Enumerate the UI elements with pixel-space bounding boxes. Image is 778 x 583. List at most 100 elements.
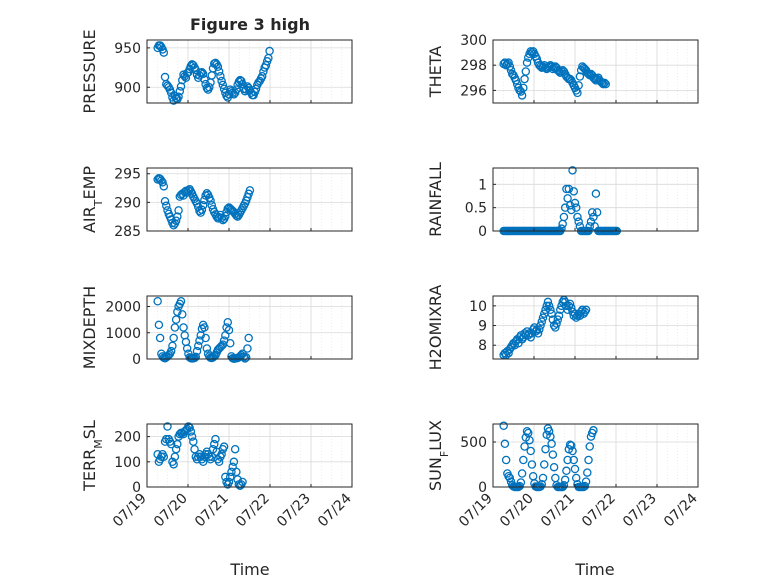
data-point (178, 310, 187, 319)
data-point (522, 426, 532, 436)
data-point (596, 77, 606, 86)
data-point (549, 462, 559, 472)
data-point (580, 481, 590, 491)
data-point (230, 444, 240, 454)
data-point (563, 455, 572, 465)
data-point (238, 477, 247, 487)
data-point (571, 473, 581, 483)
data-point (581, 477, 591, 486)
data-point (176, 296, 186, 306)
data-point (218, 80, 228, 90)
data-point (219, 442, 229, 451)
y-tick-label: 0 (478, 224, 487, 240)
data-point (583, 468, 592, 477)
y-tick-label: 950 (114, 41, 141, 57)
data-point (565, 299, 575, 309)
data-point (219, 84, 229, 94)
subplot-6: 8 9 10 H2OMIXRA (426, 285, 699, 370)
data-point (584, 455, 593, 465)
data-point (553, 65, 563, 75)
data-point (569, 187, 579, 196)
data-point (505, 62, 515, 71)
data-point (581, 305, 591, 315)
data-point (585, 222, 595, 231)
data-point (554, 311, 564, 320)
data-point (206, 196, 215, 205)
data-point (205, 83, 214, 92)
data-point (519, 83, 528, 93)
data-point (574, 81, 583, 90)
data-point (198, 69, 208, 79)
data-point (538, 473, 548, 483)
data-point (197, 205, 207, 215)
data-point (170, 323, 180, 332)
data-point (570, 464, 580, 474)
data-point (547, 309, 556, 318)
data-point (537, 480, 547, 489)
data-point (544, 426, 554, 436)
data-point (557, 224, 566, 233)
data-point (559, 480, 569, 490)
data-point (517, 469, 527, 478)
y-tick-label: 8 (478, 338, 487, 354)
figure-title: Figure 3 high (190, 15, 310, 34)
y-tick-label: 900 (114, 80, 141, 96)
data-point (538, 313, 548, 322)
y-tick-label: 1000 (105, 326, 141, 342)
y-tick-label: 9 (478, 319, 487, 335)
data-point (583, 68, 592, 78)
data-point (159, 452, 169, 462)
data-point (576, 307, 586, 316)
y-axis-label: PRESSURE (80, 29, 99, 113)
data-point (158, 178, 167, 187)
data-point (222, 323, 231, 332)
data-point (181, 73, 191, 83)
data-point (197, 68, 207, 77)
data-point (567, 441, 576, 450)
data-point (553, 315, 563, 324)
data-point (585, 442, 595, 451)
data-point (198, 457, 208, 467)
data-point (575, 72, 585, 81)
data-point (589, 426, 598, 435)
data-point (549, 321, 559, 330)
data-point (544, 301, 554, 311)
data-point (506, 65, 516, 75)
axes-box (492, 295, 699, 360)
data-point (601, 79, 611, 89)
axes-box (146, 39, 353, 104)
data-point (193, 341, 203, 351)
data-point (599, 79, 608, 89)
data-point (240, 354, 250, 363)
data-point (158, 352, 167, 361)
y-axis-label: MIXDEPTH (80, 286, 99, 369)
data-point (571, 203, 581, 212)
data-point (209, 439, 219, 449)
data-point (567, 303, 576, 313)
y-axis-label: THETA (426, 46, 445, 98)
data-point (243, 344, 252, 353)
data-point (533, 329, 543, 338)
data-point (597, 78, 607, 88)
data-point (587, 208, 597, 217)
data-point (159, 48, 169, 57)
data-point (515, 481, 524, 491)
data-point (235, 352, 245, 361)
data-point (211, 434, 220, 444)
data-point (187, 432, 197, 441)
data-point (501, 455, 511, 465)
data-point (198, 200, 208, 210)
y-tick-label: 100 (114, 455, 141, 471)
data-point (191, 352, 201, 362)
x-axis-label-right: Time (574, 560, 614, 579)
data-point (171, 444, 181, 454)
y-tick-label: 1 (478, 177, 487, 193)
data-point (173, 307, 182, 316)
data-point (229, 457, 239, 467)
data-point (214, 67, 224, 76)
axes-box (146, 167, 353, 232)
axes-box (146, 295, 353, 360)
data-point (171, 315, 181, 324)
